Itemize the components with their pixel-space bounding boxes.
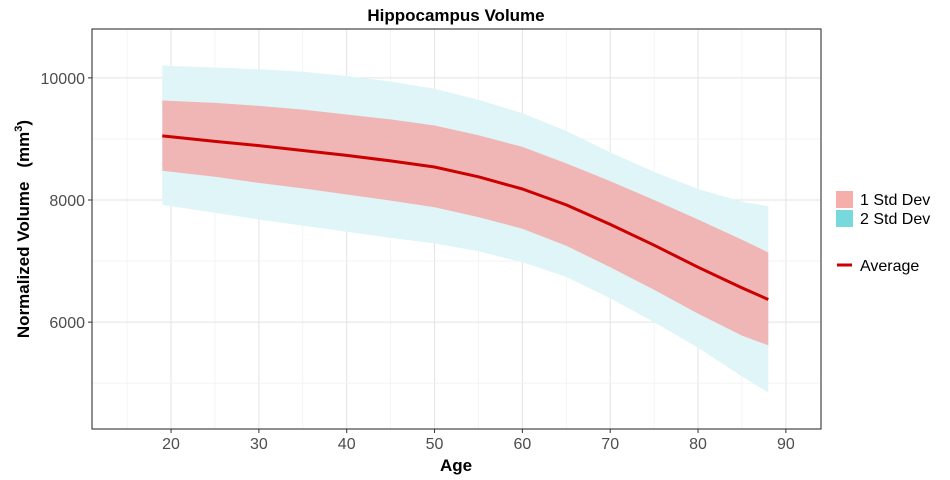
- legend: 1 Std Dev 2 Std Dev Average: [836, 191, 930, 275]
- x-tick-label: 70: [601, 436, 619, 453]
- x-tick-label: 20: [162, 436, 180, 453]
- x-tick-label: 90: [777, 436, 795, 453]
- x-tick-label: 50: [426, 436, 444, 453]
- y-axis-title-unit-close: ): [14, 120, 33, 126]
- y-tick-label: 6000: [49, 315, 85, 332]
- x-axis-title: Age: [440, 456, 472, 475]
- bands: [162, 65, 769, 393]
- x-axis-ticks: 20 30 40 50 60 70 80 90: [162, 429, 795, 453]
- y-axis-ticks: 6000 8000 10000: [41, 71, 92, 332]
- legend-swatch-2-std-dev: [836, 210, 853, 227]
- x-tick-label: 30: [250, 436, 268, 453]
- x-tick-label: 80: [689, 436, 707, 453]
- legend-label-2-std-dev: 2 Std Dev: [860, 211, 930, 228]
- plot-border: [91, 28, 822, 430]
- x-tick-label: 40: [338, 436, 356, 453]
- legend-label-1-std-dev: 1 Std Dev: [860, 192, 930, 209]
- chart-title: Hippocampus Volume: [367, 6, 544, 25]
- y-tick-label: 8000: [49, 193, 85, 210]
- y-axis-title-main: Normalized Volume: [14, 182, 33, 339]
- x-tick-label: 60: [513, 436, 531, 453]
- y-axis-title-unit: (mm: [14, 132, 33, 168]
- band-1-std-dev: [162, 100, 769, 346]
- series-lines: [162, 134, 769, 301]
- y-tick-label: 10000: [41, 71, 86, 88]
- y-axis-title-unit-exponent: 3: [13, 126, 25, 132]
- legend-swatch-1-std-dev: [836, 191, 853, 208]
- series-line-average: [162, 134, 769, 301]
- legend-label-average: Average: [860, 258, 919, 275]
- y-axis-title: Normalized Volume (mm3): [13, 120, 33, 338]
